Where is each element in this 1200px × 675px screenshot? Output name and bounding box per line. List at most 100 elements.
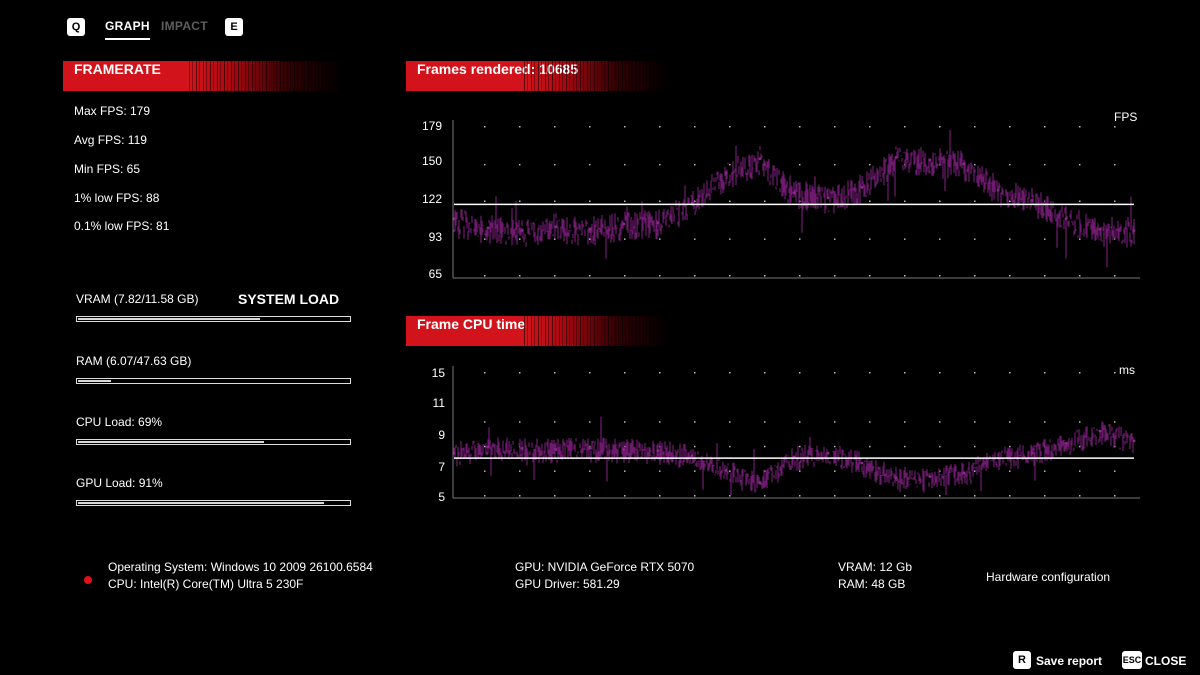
fps-tick-label: 65: [428, 267, 442, 281]
ram-load-bar: [76, 378, 351, 384]
grid-dot: [764, 372, 766, 374]
grid-dot: [484, 238, 486, 240]
grid-dot: [554, 372, 556, 374]
grid-dot: [659, 495, 661, 497]
grid-dot: [939, 445, 941, 448]
grid-dot: [519, 275, 521, 277]
data-point: [826, 451, 830, 455]
grid-dot: [974, 495, 976, 497]
max-fps-stat: Max FPS: 179: [74, 104, 151, 118]
grid-dot: [1079, 470, 1081, 472]
grid-dot: [519, 495, 521, 497]
grid-dot: [659, 163, 661, 166]
grid-dot: [624, 372, 626, 374]
grid-dot: [624, 445, 626, 448]
grid-dot: [729, 163, 731, 166]
grid-dot: [484, 275, 486, 277]
grid-dot: [799, 275, 801, 277]
grid-dot: [694, 163, 696, 166]
grid-dot: [659, 421, 661, 423]
grid-dot: [554, 238, 556, 240]
grid-dot: [624, 495, 626, 497]
grid-dot: [974, 275, 976, 277]
grid-dot: [694, 470, 696, 472]
grid-dot: [764, 200, 766, 202]
grid-dot: [1114, 445, 1116, 448]
grid-dot: [869, 238, 871, 240]
grid-dot: [869, 495, 871, 497]
grid-dot: [1114, 275, 1116, 277]
grid-dot: [869, 445, 871, 448]
grid-dot: [554, 200, 556, 202]
esc-key-hint[interactable]: ESC: [1122, 651, 1142, 669]
cpu-load-bar: [76, 439, 351, 445]
grid-dot: [799, 126, 801, 128]
save-report-button[interactable]: Save report: [1036, 654, 1103, 668]
grid-dot: [519, 421, 521, 423]
ram-info: RAM: 48 GB: [838, 577, 906, 591]
gpu-load-fill: [78, 502, 325, 504]
data-point: [996, 188, 1000, 192]
grid-dot: [974, 372, 976, 374]
grid-dot: [589, 421, 591, 423]
data-point: [1030, 199, 1034, 202]
grid-dot: [1009, 445, 1011, 448]
data-point: [928, 475, 932, 478]
gpu-driver-info: GPU Driver: 581.29: [515, 577, 620, 591]
tab-graph[interactable]: GRAPH: [105, 19, 150, 40]
grid-dot: [519, 163, 521, 166]
grid-dot: [799, 372, 801, 374]
grid-dot: [939, 372, 941, 374]
data-point: [962, 471, 966, 475]
data-point: [724, 171, 728, 175]
grid-dot: [834, 372, 836, 374]
data-point: [588, 446, 592, 450]
grid-dot: [904, 495, 906, 497]
grid-dot: [764, 275, 766, 277]
close-button[interactable]: CLOSE: [1145, 654, 1187, 668]
gpu-load-label: GPU Load: 91%: [76, 476, 163, 490]
grid-dot: [694, 200, 696, 202]
data-point: [962, 162, 966, 166]
grid-dot: [764, 470, 766, 472]
grid-dot: [729, 238, 731, 240]
data-point: [792, 191, 796, 195]
r-key-hint[interactable]: R: [1013, 651, 1031, 669]
hardware-configuration-label[interactable]: Hardware configuration: [986, 570, 1111, 584]
q-key-hint[interactable]: Q: [67, 18, 85, 36]
grid-dot: [589, 275, 591, 277]
cpu-tick-label: 15: [431, 366, 445, 380]
grid-dot: [659, 200, 661, 202]
grid-dot: [834, 163, 836, 166]
grid-dot: [624, 470, 626, 472]
data-point: [1132, 229, 1136, 232]
grid-dot: [729, 495, 731, 497]
data-point: [588, 227, 592, 231]
e-key-hint[interactable]: E: [225, 18, 243, 36]
data-point: [724, 469, 728, 472]
grid-dot: [974, 238, 976, 240]
grid-dot: [694, 421, 696, 423]
grid-dot: [974, 421, 976, 423]
fps-chart: [452, 120, 1140, 279]
grid-dot: [1079, 238, 1081, 240]
grid-dot: [1009, 470, 1011, 472]
grid-dot: [624, 421, 626, 423]
grid-dot: [729, 126, 731, 128]
tab-impact[interactable]: IMPACT: [161, 19, 208, 33]
system-load-title: SYSTEM LOAD: [238, 291, 340, 307]
grid-dot: [519, 200, 521, 202]
grid-dot: [869, 200, 871, 202]
grid-dot: [939, 495, 941, 497]
grid-dot: [1114, 470, 1116, 472]
grid-dot: [589, 470, 591, 472]
grid-dot: [624, 275, 626, 277]
grid-dot: [974, 470, 976, 472]
status-dot: [84, 576, 92, 584]
grid-dot: [799, 238, 801, 240]
grid-dot: [1009, 275, 1011, 277]
vram-load-fill: [78, 318, 261, 320]
grid-dot: [589, 495, 591, 497]
grid-dot: [1114, 372, 1116, 374]
data-point: [656, 449, 660, 453]
